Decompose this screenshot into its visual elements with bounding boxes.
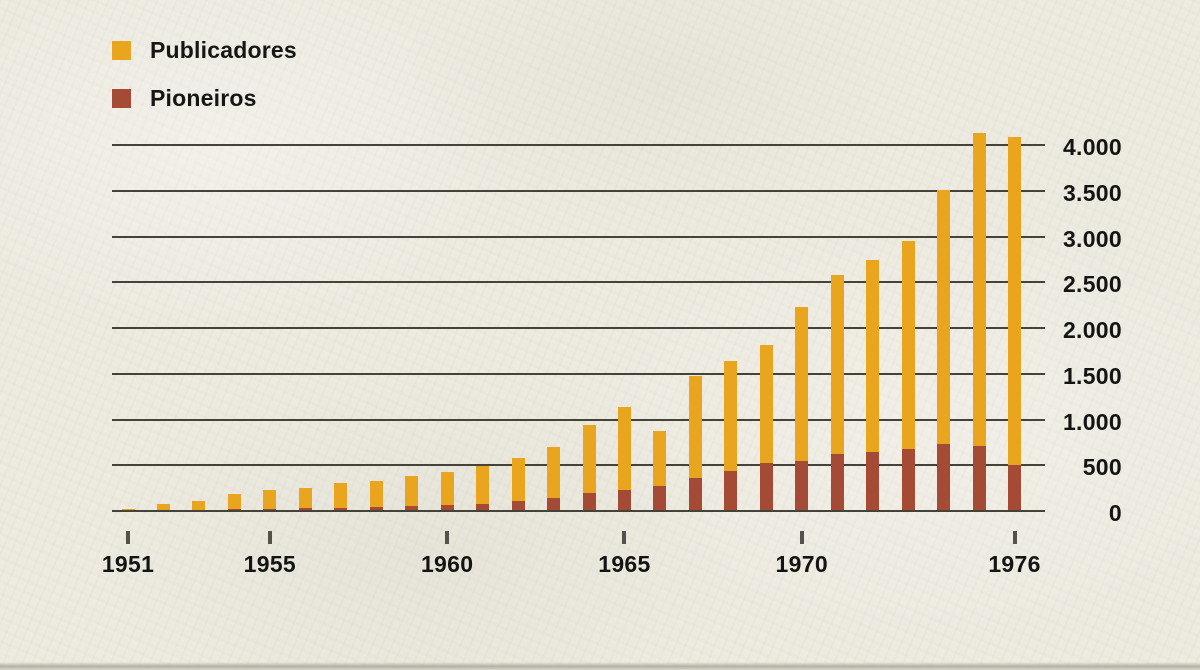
bar-pioneiros-1962 bbox=[511, 501, 525, 511]
x-axis-baseline bbox=[112, 510, 1045, 512]
bar-pioneiros-1967 bbox=[688, 478, 702, 511]
bar-publicadores-1975 bbox=[972, 133, 986, 511]
bar-publicadores-1973 bbox=[901, 241, 915, 511]
bar-publicadores-1959 bbox=[405, 475, 419, 511]
gridline-4000 bbox=[112, 144, 1045, 146]
legend-swatch-publicadores bbox=[112, 41, 131, 60]
bar-publicadores-1960 bbox=[440, 471, 454, 511]
y-axis-label-2.500: 2.500 bbox=[1062, 271, 1122, 298]
bar-pioneiros-1960 bbox=[440, 504, 454, 511]
bar-pioneiros-1961 bbox=[476, 503, 490, 511]
y-axis-label-4.000: 4.000 bbox=[1062, 134, 1122, 160]
bar-publicadores-1955 bbox=[263, 489, 277, 511]
bar-publicadores-1962 bbox=[511, 457, 525, 511]
x-axis-label-1951: 1951 bbox=[101, 551, 155, 577]
bar-pioneiros-1959 bbox=[405, 505, 419, 511]
gridline-2000 bbox=[112, 327, 1045, 329]
x-tick-1965 bbox=[622, 531, 627, 544]
legend-item-pioneiros: Pioneiros bbox=[112, 86, 297, 111]
bar-publicadores-1952 bbox=[157, 503, 170, 511]
legend-label-pioneiros: Pioneiros bbox=[150, 85, 257, 111]
bar-publicadores-1970 bbox=[795, 306, 809, 511]
x-axis-label-1976: 1976 bbox=[988, 551, 1041, 577]
page-bottom-edge bbox=[0, 662, 1200, 670]
y-axis-label-1.500: 1.500 bbox=[1062, 362, 1122, 389]
y-axis-label-3.000: 3.000 bbox=[1062, 225, 1122, 252]
bar-publicadores-1976 bbox=[1008, 136, 1021, 511]
x-tick-1976 bbox=[1012, 531, 1017, 544]
x-axis-label-1970: 1970 bbox=[775, 551, 828, 577]
y-axis-label-500: 500 bbox=[1082, 454, 1122, 481]
bar-publicadores-1963 bbox=[547, 446, 560, 511]
gridline-2500 bbox=[112, 281, 1045, 284]
x-tick-1960 bbox=[445, 531, 450, 544]
bar-pioneiros-1964 bbox=[582, 492, 596, 511]
y-axis-label-3.500: 3.500 bbox=[1062, 179, 1122, 206]
x-axis-label-1960: 1960 bbox=[420, 551, 474, 577]
bar-pioneiros-1976 bbox=[1008, 465, 1021, 511]
y-axis-label-2.000: 2.000 bbox=[1062, 317, 1122, 343]
bar-publicadores-1964 bbox=[582, 424, 596, 511]
x-tick-1955 bbox=[267, 531, 272, 544]
gridline-1000 bbox=[112, 418, 1045, 421]
y-axis-label-0: 0 bbox=[1108, 500, 1122, 526]
bar-publicadores-1967 bbox=[688, 376, 702, 511]
bar-pioneiros-1956 bbox=[298, 508, 312, 511]
bar-pioneiros-1966 bbox=[653, 486, 667, 511]
bar-publicadores-1971 bbox=[830, 274, 844, 511]
bar-publicadores-1958 bbox=[369, 481, 383, 511]
bar-pioneiros-1968 bbox=[724, 470, 738, 511]
gridline-1500 bbox=[112, 372, 1045, 375]
bar-publicadores-1965 bbox=[617, 406, 631, 511]
bar-pioneiros-1975 bbox=[972, 446, 986, 511]
gridline-3000 bbox=[112, 235, 1045, 238]
x-tick-1970 bbox=[799, 531, 804, 544]
bar-pioneiros-1958 bbox=[369, 506, 383, 511]
bar-publicadores-1956 bbox=[298, 488, 312, 511]
y-axis-label-1.000: 1.000 bbox=[1062, 408, 1122, 435]
bar-publicadores-1951 bbox=[121, 508, 135, 511]
bar-publicadores-1974 bbox=[937, 189, 951, 511]
bar-publicadores-1972 bbox=[866, 260, 880, 511]
bar-publicadores-1953 bbox=[192, 500, 206, 511]
bar-pioneiros-1970 bbox=[795, 461, 809, 511]
legend-swatch-pioneiros bbox=[112, 89, 131, 108]
legend-label-publicadores: Publicadores bbox=[150, 37, 297, 63]
bar-pioneiros-1971 bbox=[830, 453, 844, 511]
gridline-500 bbox=[112, 464, 1045, 467]
bar-pioneiros-1965 bbox=[617, 489, 631, 511]
bar-publicadores-1961 bbox=[476, 466, 490, 511]
x-tick-1951 bbox=[126, 531, 130, 544]
x-axis-label-1965: 1965 bbox=[598, 551, 651, 577]
bar-pioneiros-1972 bbox=[866, 451, 880, 511]
bar-pioneiros-1973 bbox=[901, 449, 915, 511]
bar-publicadores-1957 bbox=[334, 482, 348, 511]
bar-pioneiros-1955 bbox=[263, 508, 277, 511]
bar-publicadores-1954 bbox=[227, 493, 241, 511]
gridline-3500 bbox=[112, 189, 1045, 192]
bar-pioneiros-1963 bbox=[547, 497, 560, 511]
x-axis-label-1955: 1955 bbox=[243, 551, 297, 577]
bar-pioneiros-1969 bbox=[759, 463, 773, 511]
bar-pioneiros-1957 bbox=[334, 507, 348, 511]
chart-legend: Publicadores Pioneiros bbox=[112, 38, 297, 134]
bar-pioneiros-1974 bbox=[937, 444, 951, 511]
legend-item-publicadores: Publicadores bbox=[112, 38, 297, 63]
